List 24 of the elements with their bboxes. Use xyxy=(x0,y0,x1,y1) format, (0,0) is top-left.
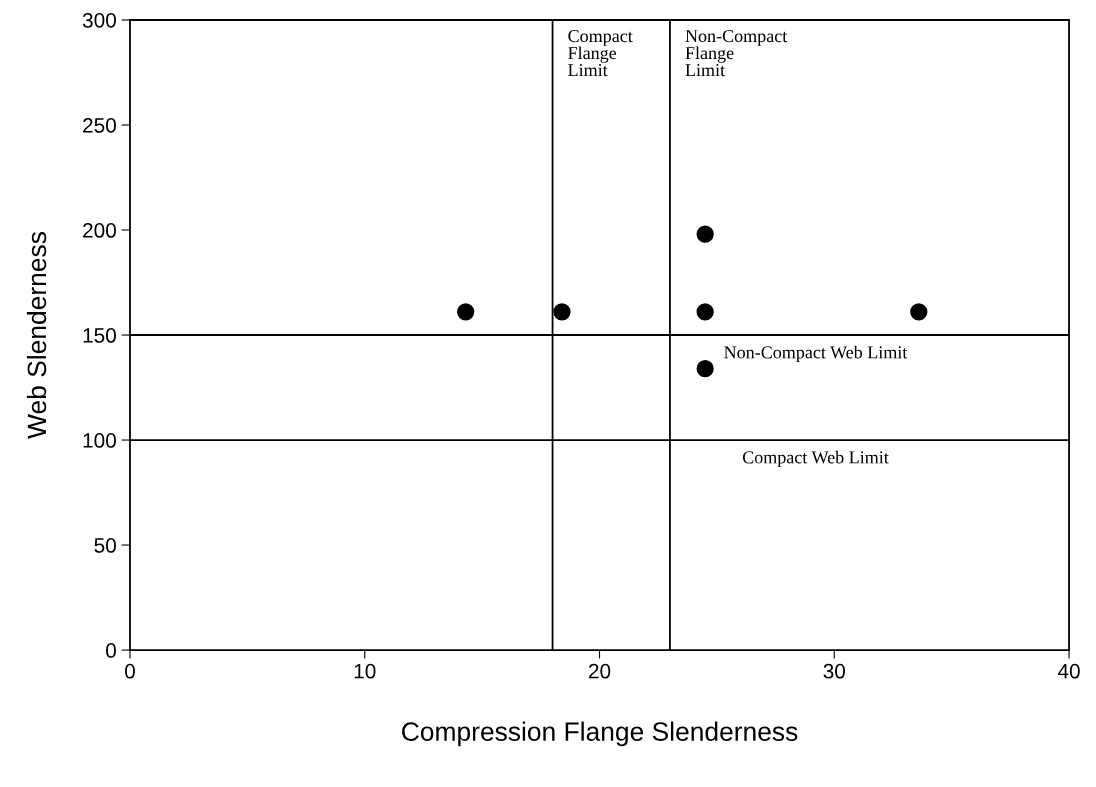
y-tick-label: 0 xyxy=(106,643,116,658)
y-tick-label: 300 xyxy=(82,12,116,28)
y-tick-label: 50 xyxy=(94,538,116,553)
point xyxy=(553,303,571,321)
x-tick-label: 30 xyxy=(823,663,846,679)
point xyxy=(696,303,714,321)
x-tick-label: 10 xyxy=(354,663,376,679)
x-tick-label: 40 xyxy=(1057,663,1080,679)
point xyxy=(696,360,714,378)
ref-line-label: Non-Compact Web Limit xyxy=(724,345,908,363)
point xyxy=(457,303,475,321)
y-tick-label: 250 xyxy=(83,118,116,133)
x-tick-label: 20 xyxy=(588,663,611,679)
ref-line-label: Compact Flange Limit xyxy=(568,30,633,77)
point xyxy=(910,303,928,321)
y-tick-label: 200 xyxy=(83,223,116,238)
point xyxy=(696,225,714,243)
y-axis-title: Web Slenderness xyxy=(26,232,47,439)
x-axis-title: Compression Flange Slenderness xyxy=(402,721,798,747)
ref-line-label: Compact Web Limit xyxy=(742,450,889,468)
y-tick-label: 150 xyxy=(83,328,116,343)
ref-line-label: Non-Compact Flange Limit xyxy=(685,30,788,77)
x-tick-label: 0 xyxy=(125,663,135,679)
y-tick-label: 100 xyxy=(83,433,116,448)
